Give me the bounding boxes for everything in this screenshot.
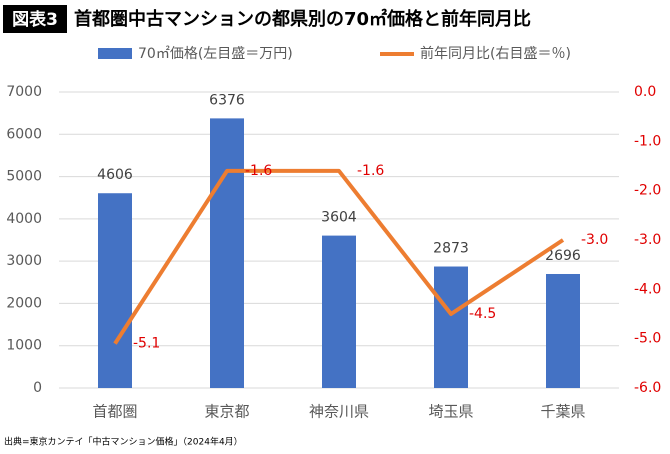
chart-title: 首都圏中古マンションの都県別の70㎡価格と前年同月比 [74, 8, 531, 30]
x-tick-label: 埼玉県 [428, 403, 473, 421]
legend-label: 70㎡価格(左目盛＝万円) [138, 46, 293, 62]
y-tick-label: 2000 [6, 295, 42, 311]
legend-label: 前年同月比(右目盛＝％) [420, 45, 571, 62]
y-tick-label: 3000 [6, 253, 42, 269]
y-tick-label: 5000 [6, 169, 42, 185]
bar [210, 118, 244, 388]
x-tick-label: 千葉県 [540, 403, 585, 421]
badge: 図表3 [12, 9, 58, 30]
y2-tick-label: -4.0 [634, 281, 661, 297]
source: 出典=東京カンテイ「中古マンション価格」（2024年4月） [4, 436, 243, 448]
y-tick-label: 1000 [6, 338, 42, 354]
bar-label: 3604 [321, 210, 357, 226]
y2-tick-label: -2.0 [634, 183, 661, 199]
line-label: -1.6 [245, 163, 272, 179]
y2-tick-label: -6.0 [634, 380, 661, 396]
y-tick-label: 6000 [6, 126, 42, 142]
bar [322, 235, 356, 388]
legend-swatch [98, 48, 132, 59]
x-tick-label: 神奈川県 [309, 403, 369, 421]
bar-label: 4606 [97, 167, 133, 183]
bar-label: 2873 [433, 241, 469, 257]
bar [434, 266, 468, 388]
y2-tick-label: -1.0 [634, 133, 661, 149]
y-tick-label: 7000 [6, 84, 42, 100]
bar [98, 193, 132, 388]
y2-tick-label: -3.0 [634, 232, 661, 248]
line-label: -5.1 [133, 336, 160, 352]
line-label: -4.5 [469, 306, 496, 322]
bar-label: 2696 [545, 248, 581, 264]
x-tick-label: 東京都 [204, 403, 249, 421]
y-tick-label: 4000 [6, 211, 42, 227]
y2-tick-label: 0.0 [634, 84, 656, 100]
line-label: -1.6 [357, 163, 384, 179]
line [113, 168, 565, 345]
bar [546, 273, 580, 388]
badge-box [3, 5, 67, 33]
y-tick-label: 0 [33, 380, 42, 396]
y2-tick-label: -5.0 [634, 331, 661, 347]
x-tick-label: 首都圏 [92, 403, 137, 421]
bar-label: 6376 [209, 92, 245, 108]
line-label: -3.0 [581, 232, 608, 248]
